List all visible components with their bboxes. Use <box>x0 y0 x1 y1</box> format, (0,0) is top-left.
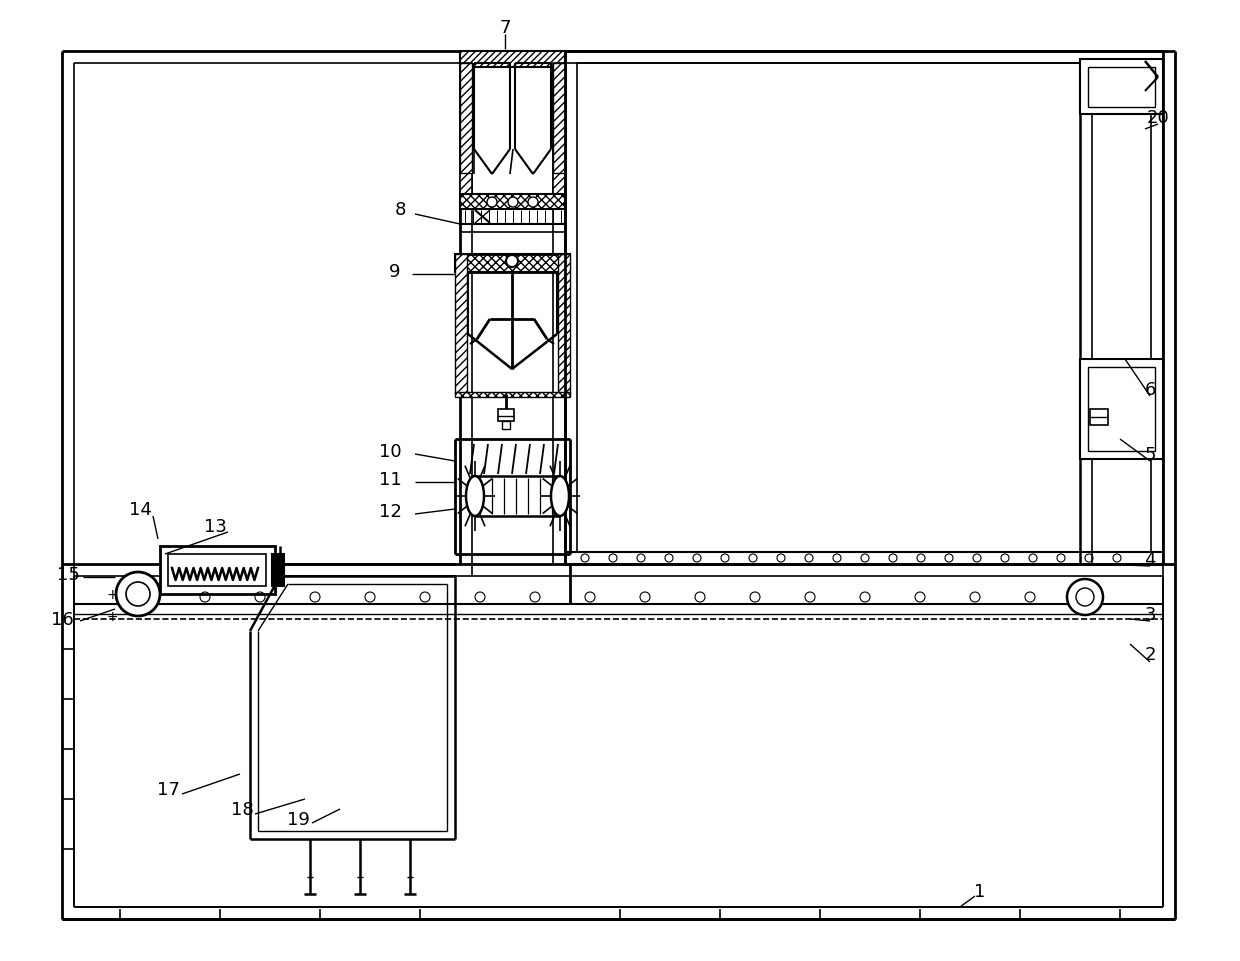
Text: 7: 7 <box>500 19 511 37</box>
Text: 17: 17 <box>156 780 180 799</box>
Text: 19: 19 <box>286 810 310 828</box>
Text: +: + <box>107 609 118 624</box>
Text: 15: 15 <box>57 565 79 583</box>
Bar <box>455 255 570 273</box>
Text: 1: 1 <box>975 882 986 900</box>
Text: 18: 18 <box>231 801 253 818</box>
Circle shape <box>528 198 538 208</box>
Text: 12: 12 <box>378 503 402 521</box>
Bar <box>1087 368 1154 452</box>
Bar <box>1080 359 1163 459</box>
Bar <box>558 255 570 395</box>
Bar <box>553 64 565 174</box>
Bar <box>167 554 267 586</box>
Circle shape <box>126 582 150 606</box>
Ellipse shape <box>551 477 569 516</box>
Bar <box>1080 60 1163 115</box>
Text: 2: 2 <box>1145 646 1156 663</box>
Ellipse shape <box>466 477 484 516</box>
Bar <box>460 209 565 225</box>
Circle shape <box>1076 588 1094 606</box>
Text: 10: 10 <box>378 442 402 460</box>
Bar <box>498 409 515 422</box>
Bar <box>455 255 467 395</box>
Text: 20: 20 <box>1147 109 1169 127</box>
Bar <box>1087 68 1154 108</box>
Text: 8: 8 <box>394 201 405 219</box>
Circle shape <box>487 198 497 208</box>
Circle shape <box>117 573 160 616</box>
Text: +: + <box>107 587 118 602</box>
Bar <box>455 393 570 398</box>
Text: 11: 11 <box>378 471 402 488</box>
Text: 5: 5 <box>1145 446 1156 463</box>
Circle shape <box>508 198 518 208</box>
Bar <box>160 547 275 595</box>
Text: 4: 4 <box>1145 551 1156 568</box>
Text: 3: 3 <box>1145 605 1156 624</box>
Bar <box>502 422 510 430</box>
Text: 6: 6 <box>1145 381 1156 399</box>
Circle shape <box>506 256 518 268</box>
Bar <box>460 64 472 174</box>
Bar <box>460 64 472 204</box>
Circle shape <box>1066 579 1104 615</box>
Bar <box>460 52 565 68</box>
Bar <box>553 64 565 204</box>
Text: 13: 13 <box>203 517 227 535</box>
Bar <box>460 195 565 209</box>
Bar <box>272 554 284 586</box>
Bar <box>1090 409 1109 426</box>
Text: 14: 14 <box>129 501 151 519</box>
Text: 16: 16 <box>51 610 73 628</box>
Text: 9: 9 <box>389 262 401 281</box>
